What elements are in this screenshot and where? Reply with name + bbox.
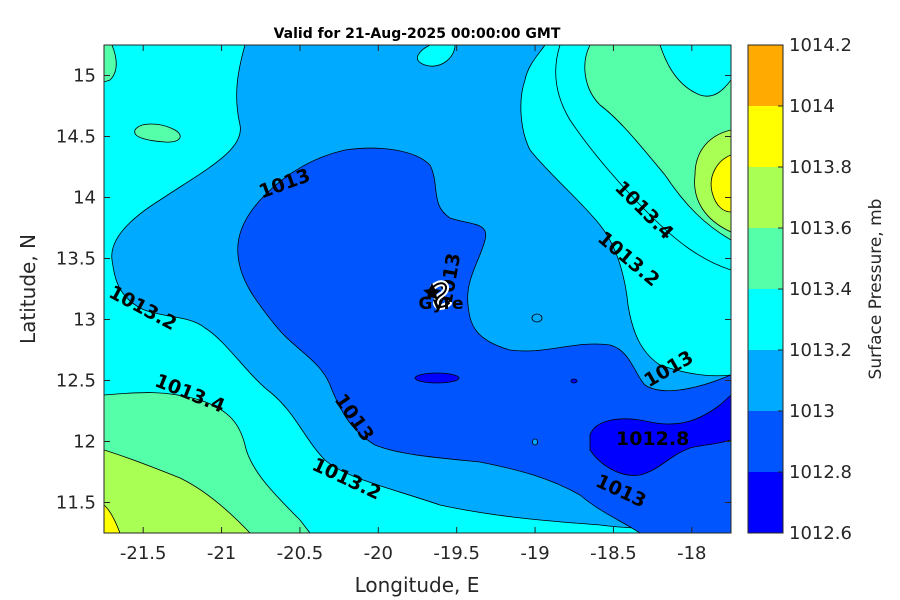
y-tick-label: 15	[73, 66, 96, 87]
x-axis-ticks: -21.5 -21 -20.5 -20 -19.5 -19 -18.5 -18	[120, 45, 707, 564]
colorbar-tick-label: 1013	[789, 401, 835, 422]
low-patch-4	[532, 438, 538, 446]
chart-title: Valid for 21-Aug-2025 00:00:00 GMT	[274, 26, 561, 42]
band-1013.4-corner	[104, 45, 117, 83]
band-1013.8-left	[104, 504, 121, 533]
x-tick-label: -19	[520, 543, 549, 564]
band-1013.4-island	[134, 123, 181, 143]
storm-marker: Gyre	[419, 280, 464, 314]
low-patch-1	[414, 372, 460, 384]
contour-label: 1012.8	[616, 428, 689, 450]
y-tick-label: 11.5	[56, 493, 96, 514]
y-axis-label: Latitude, N	[16, 234, 40, 344]
colorbar-tick-label: 1014.2	[789, 35, 852, 56]
x-tick-label: -18.5	[590, 543, 637, 564]
colorbar-swatch	[748, 106, 783, 167]
colorbar-swatch	[748, 472, 783, 533]
band-1013.2-pocket	[659, 45, 731, 97]
y-tick-label: 14	[73, 188, 96, 209]
x-axis-label: Longitude, E	[355, 573, 480, 597]
plot-frame	[103, 44, 732, 534]
y-axis-ticks: 11.5 12 12.5 13 13.5 14 14.5 15	[56, 66, 731, 514]
low-patch-3	[531, 313, 543, 323]
x-tick-label: -20	[364, 543, 393, 564]
colorbar-swatch	[748, 350, 783, 411]
colorbar-swatch	[748, 228, 783, 289]
band-1013.2-upper	[416, 45, 456, 67]
colorbar-tick-label: 1012.8	[789, 462, 852, 483]
colorbar-label: Surface Pressure, mb	[866, 199, 886, 380]
colorbar-tick-label: 1013.8	[789, 157, 852, 178]
y-tick-label: 13.5	[56, 249, 96, 270]
x-tick-label: -19.5	[433, 543, 480, 564]
band-1013.4-right	[584, 45, 731, 241]
x-tick-label: -20.5	[277, 543, 324, 564]
low-patch-2	[570, 378, 578, 384]
band-1012.6	[589, 394, 731, 476]
colorbar-tick-label: 1013.4	[789, 279, 852, 300]
y-tick-label: 12.5	[56, 371, 96, 392]
y-tick-label: 14.5	[56, 127, 96, 148]
colorbar-tick-label: 1014	[789, 96, 835, 117]
colorbar-tick-label: 1012.6	[789, 523, 852, 544]
x-tick-label: -21.5	[120, 543, 167, 564]
y-tick-label: 12	[73, 432, 96, 453]
band-1013.6-left	[104, 449, 251, 533]
x-tick-label: -18	[677, 543, 706, 564]
x-tick-label: -21	[207, 543, 236, 564]
colorbar-swatch	[748, 289, 783, 350]
storm-symbol	[432, 282, 451, 308]
colorbar-tick-label: 1013.6	[789, 218, 852, 239]
colorbar-swatch	[748, 411, 783, 472]
y-tick-label: 13	[73, 310, 96, 331]
colorbar-swatch	[748, 45, 783, 106]
storm-label: Gyre	[419, 294, 464, 314]
colorbar: 1012.6 1012.8 1013 1013.2 1013.4 1013.6 1013.8…	[747, 35, 852, 544]
storm-center-star	[423, 283, 442, 301]
colorbar-tick-label: 1013.2	[789, 340, 852, 361]
colorbar-swatch	[748, 167, 783, 228]
